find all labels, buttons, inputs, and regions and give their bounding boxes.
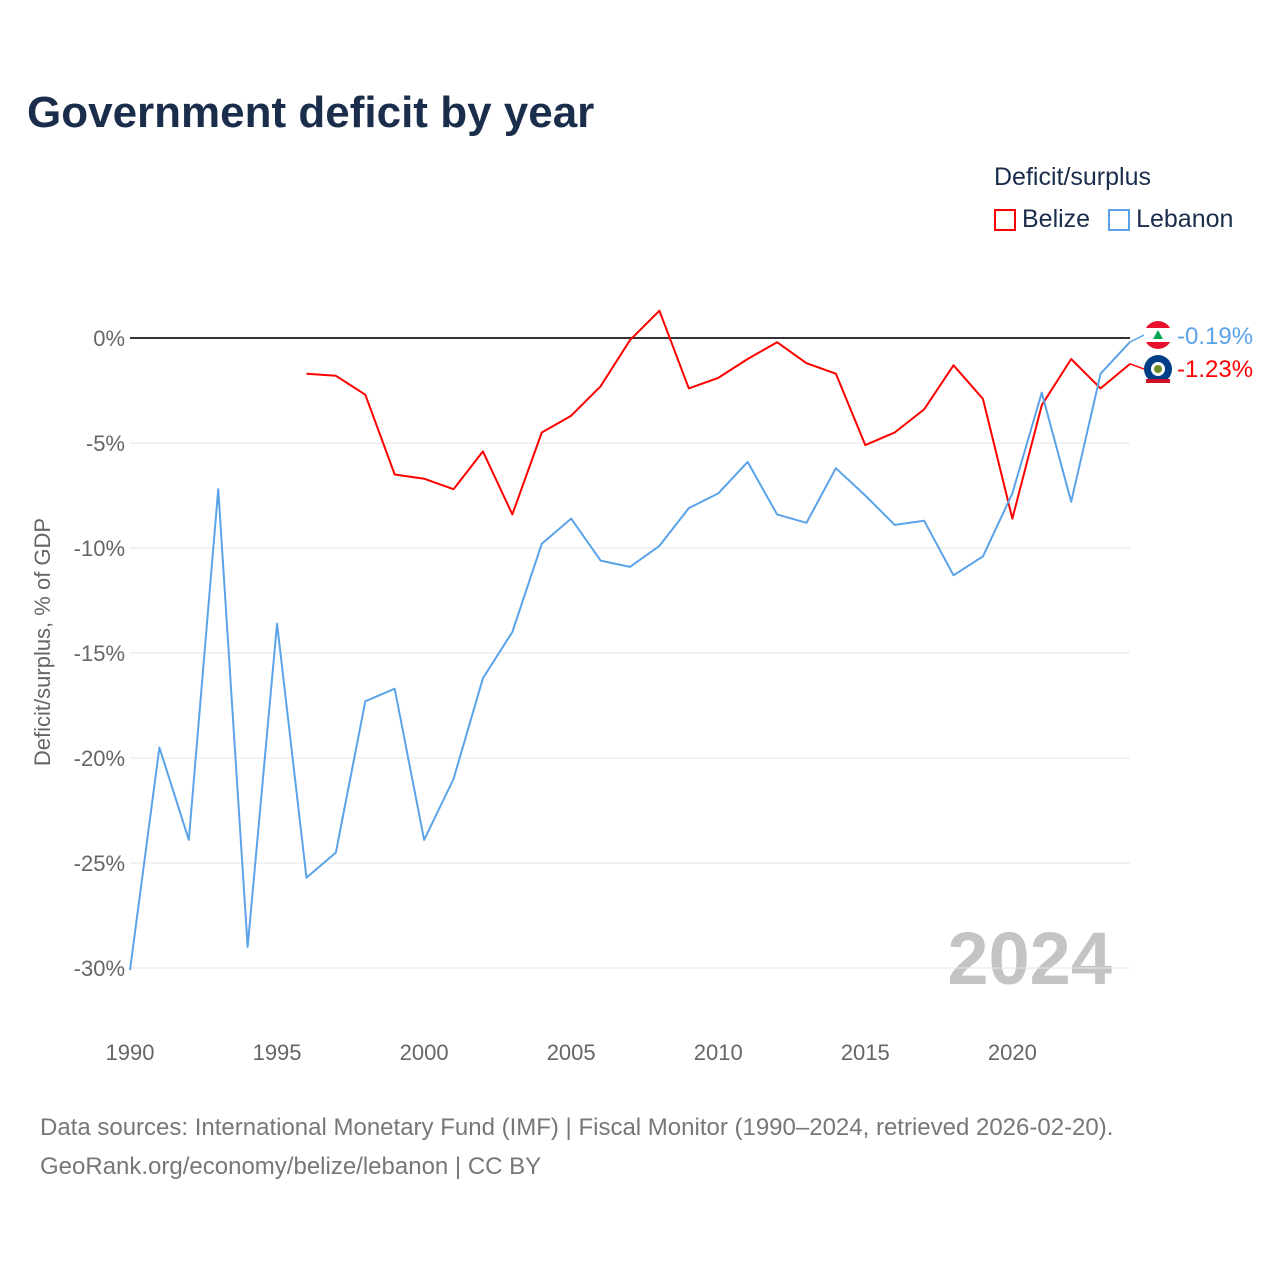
x-tick-label: 2010 bbox=[694, 1040, 743, 1065]
series-line-lebanon bbox=[129, 341, 1131, 971]
end-label-lebanon: -0.19% bbox=[1177, 323, 1253, 350]
legend-swatch-belize bbox=[994, 208, 1016, 231]
end-label-belize: -1.23% bbox=[1177, 356, 1253, 383]
legend-label-lebanon: Lebanon bbox=[1136, 205, 1234, 233]
cedar-icon bbox=[1153, 330, 1163, 339]
x-tick-label: 1990 bbox=[106, 1040, 155, 1065]
data-sources: Data sources: International Monetary Fun… bbox=[40, 1114, 1114, 1141]
legend-title: Deficit/surplus bbox=[994, 163, 1151, 191]
series-line-belize bbox=[306, 309, 1131, 520]
x-tick-label: 2005 bbox=[547, 1040, 596, 1065]
year-watermark: 2024 bbox=[947, 917, 1112, 1000]
flag-emblem-inner bbox=[1154, 365, 1162, 373]
legend-item-lebanon[interactable]: Lebanon bbox=[1108, 205, 1233, 234]
flag-red-top bbox=[1144, 321, 1172, 328]
legend-swatch-lebanon bbox=[1108, 208, 1131, 231]
y-tick-label: -5% bbox=[86, 431, 125, 456]
flag-red-bottom bbox=[1144, 342, 1172, 349]
y-tick-label: -30% bbox=[74, 956, 125, 981]
y-tick-label: -15% bbox=[74, 641, 125, 666]
footer: Data sources: International Monetary Fun… bbox=[40, 1108, 1113, 1186]
y-axis-label: Deficit/surplus, % of GDP bbox=[30, 518, 55, 766]
y-tick-label: -20% bbox=[74, 746, 125, 771]
y-tick-label: -10% bbox=[74, 536, 125, 561]
flag-red-stripe bbox=[1146, 379, 1170, 383]
legend: Belize Lebanon bbox=[994, 205, 1233, 234]
connector bbox=[1129, 334, 1145, 343]
chart-title: Government deficit by year bbox=[27, 88, 595, 137]
legend-label-belize: Belize bbox=[1022, 205, 1091, 233]
y-tick-label: 0% bbox=[93, 326, 125, 351]
legend-item-belize[interactable]: Belize bbox=[994, 205, 1090, 234]
x-tick-label: 2000 bbox=[400, 1040, 449, 1065]
x-tick-label: 2020 bbox=[988, 1040, 1037, 1065]
x-tick-label: 1995 bbox=[253, 1040, 302, 1065]
connector bbox=[1129, 363, 1145, 370]
y-tick-label: -25% bbox=[74, 851, 125, 876]
attribution-link[interactable]: GeoRank.org/economy/belize/lebanon | CC … bbox=[40, 1153, 542, 1180]
x-tick-label: 2015 bbox=[841, 1040, 890, 1065]
